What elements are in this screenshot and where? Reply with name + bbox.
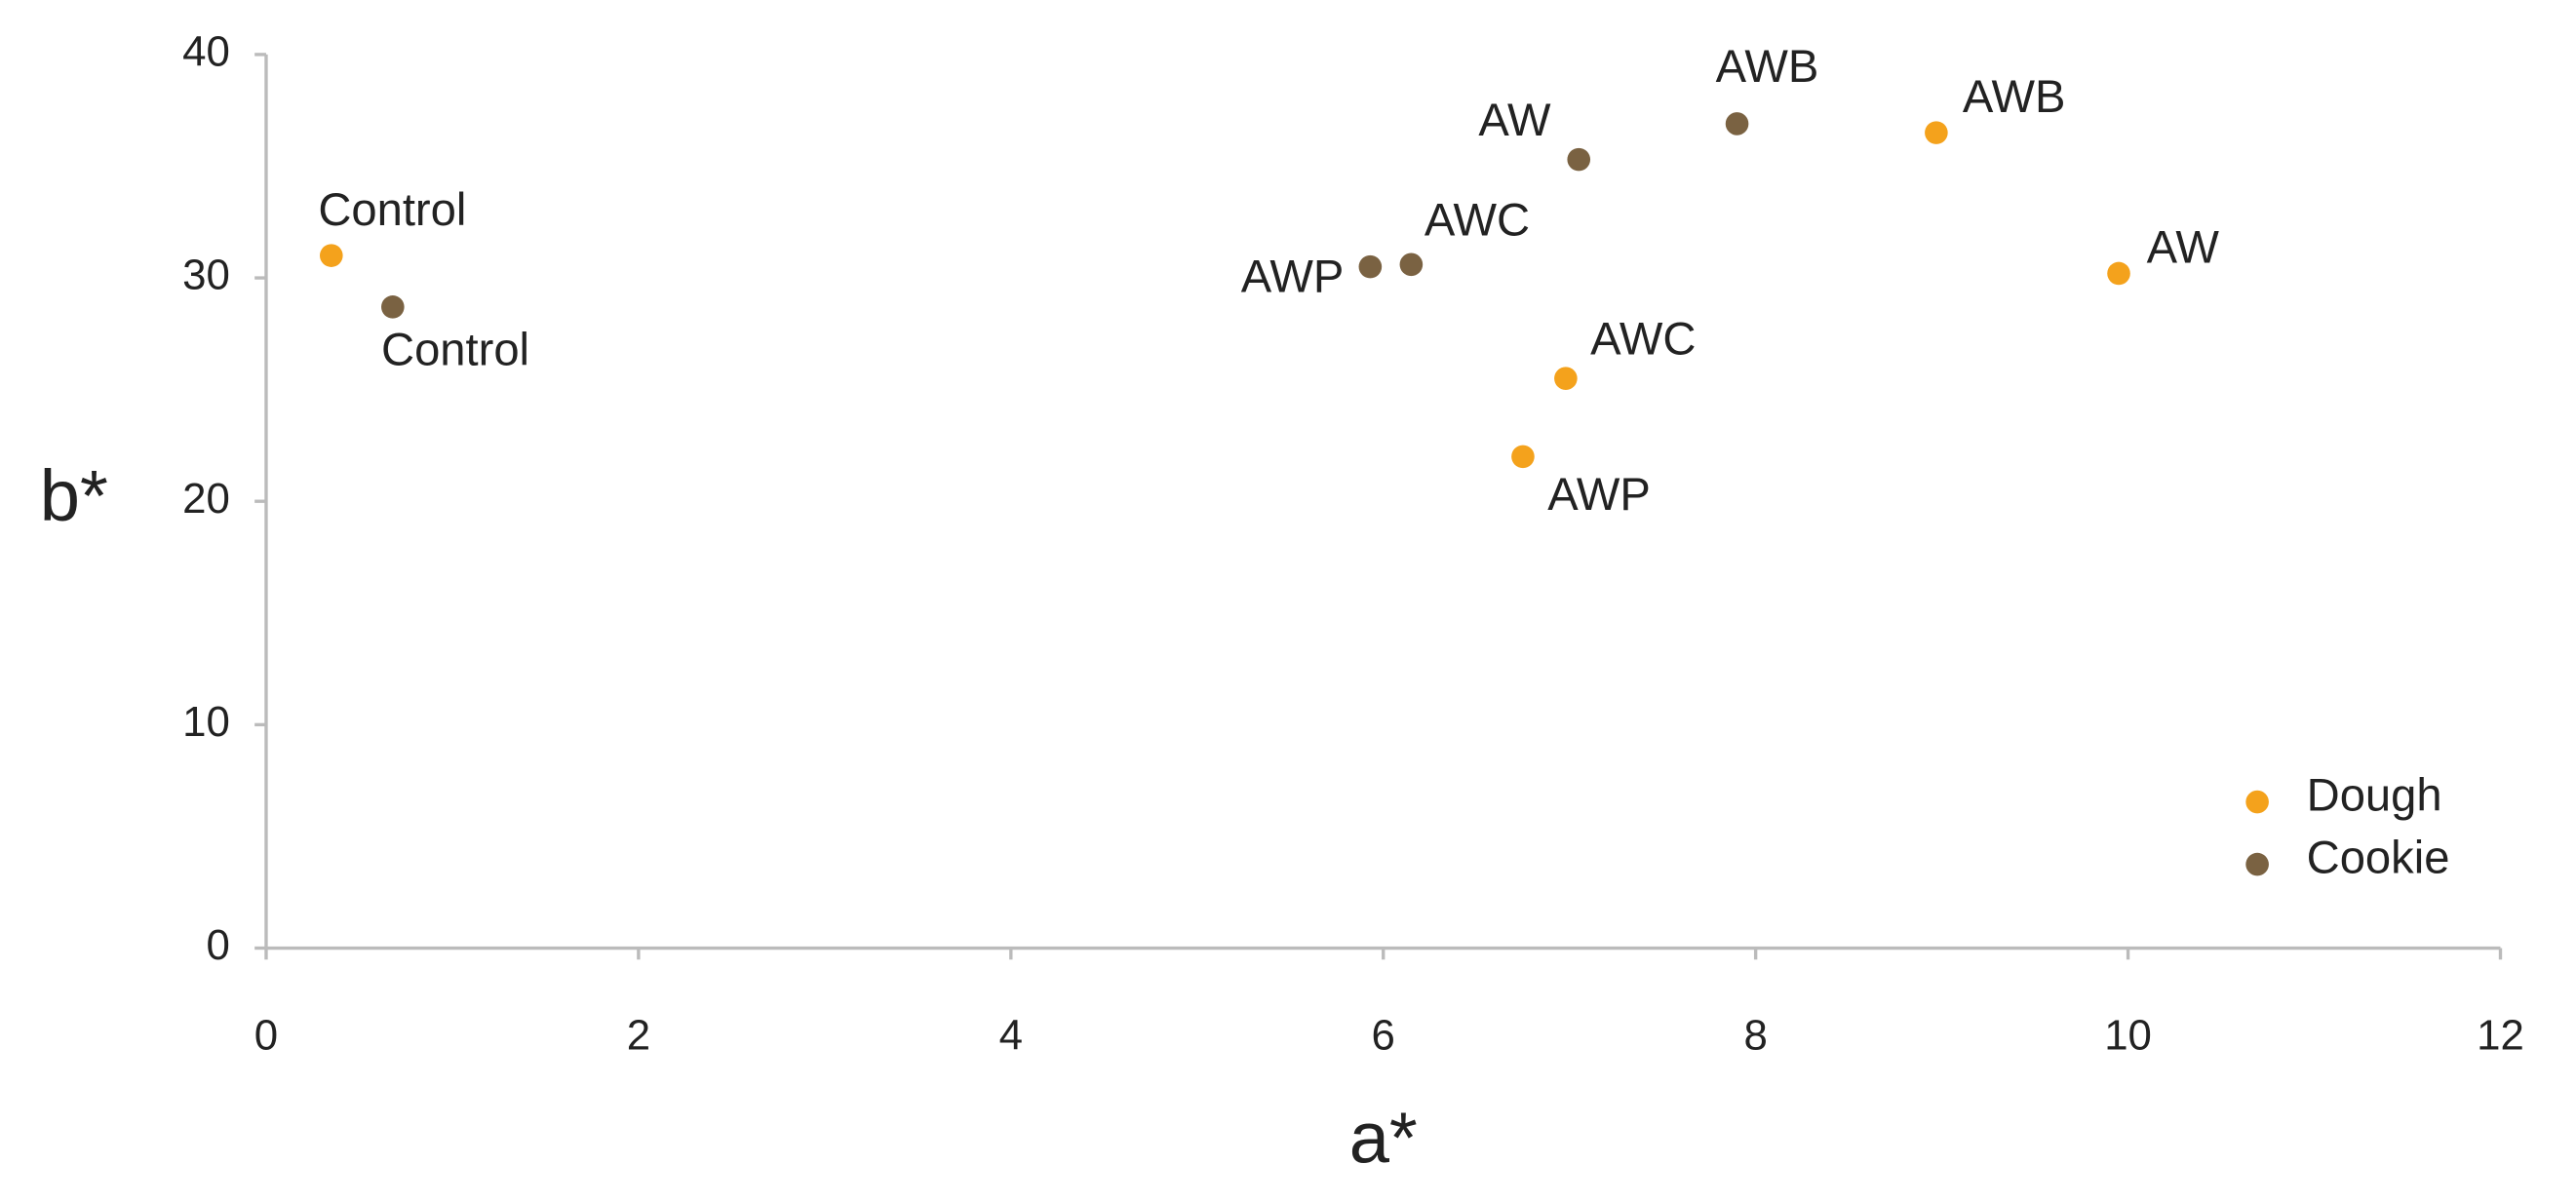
y-tick-label: 0	[207, 921, 230, 969]
y-tick-label: 30	[182, 252, 230, 299]
legend-marker	[2245, 852, 2269, 876]
point	[320, 244, 343, 267]
point	[1554, 367, 1578, 390]
y-tick-label: 10	[182, 698, 230, 746]
point	[1567, 147, 1591, 172]
point-label: AWP	[1241, 251, 1345, 302]
point-label: AW	[2147, 220, 2220, 272]
point-label: AWB	[1963, 70, 2066, 122]
x-tick-label: 4	[999, 1012, 1023, 1060]
point-label: AWB	[1716, 40, 1819, 92]
point	[2107, 261, 2130, 286]
x-axis-title: a*	[1349, 1098, 1418, 1179]
y-tick-label: 40	[182, 27, 230, 75]
legend-label: Dough	[2307, 769, 2442, 821]
y-tick-label: 20	[182, 475, 230, 523]
point	[1725, 112, 1749, 136]
point-label: AW	[1478, 94, 1551, 145]
x-tick-label: 2	[627, 1012, 650, 1060]
point-label: Control	[381, 323, 529, 374]
point	[381, 295, 405, 319]
point-label: AWP	[1547, 468, 1651, 520]
x-tick-label: 12	[2477, 1012, 2524, 1060]
legend-label: Cookie	[2307, 832, 2450, 883]
legend-marker	[2245, 790, 2269, 814]
point-label: Control	[318, 183, 466, 235]
y-axis-title: b*	[40, 455, 108, 536]
x-tick-label: 0	[254, 1012, 278, 1060]
point	[1358, 254, 1383, 279]
point-label: AWC	[1590, 313, 1696, 365]
x-tick-label: 10	[2104, 1012, 2152, 1060]
point-label: AWC	[1425, 194, 1530, 246]
point	[1399, 252, 1424, 277]
point	[1925, 121, 1948, 144]
x-tick-label: 6	[1372, 1012, 1395, 1060]
x-tick-label: 8	[1743, 1012, 1767, 1060]
point	[1511, 445, 1535, 469]
